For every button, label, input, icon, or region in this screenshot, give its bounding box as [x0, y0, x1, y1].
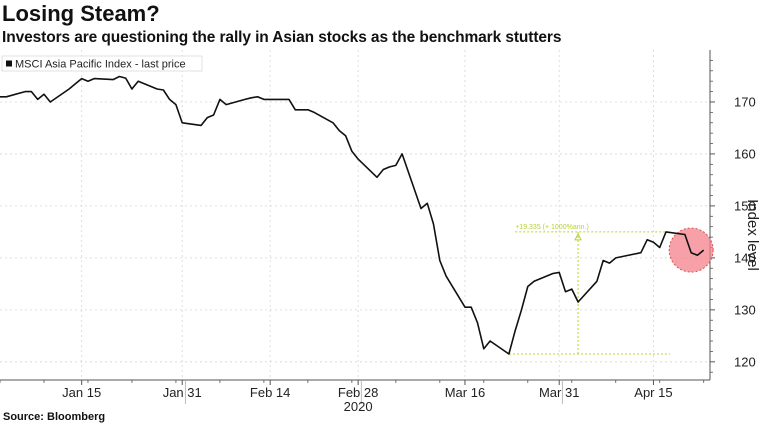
gridlines	[0, 50, 710, 380]
chart-subtitle: Investors are questioning the rally in A…	[2, 29, 562, 46]
y-ticks: 120 130 140 150 160 170	[710, 59, 756, 373]
legend: MSCI Asia Pacific Index - last price	[1, 55, 203, 72]
axes	[0, 50, 711, 381]
chart-title: Losing Steam?	[2, 1, 160, 26]
legend-label: MSCI Asia Pacific Index - last price	[15, 59, 186, 71]
annotation-arrowhead	[574, 232, 582, 241]
x-tick-label: Mar 31	[539, 385, 579, 400]
x-tick-label: Jan 31	[163, 385, 202, 400]
x-tick-label: Mar 16	[445, 385, 485, 400]
y-tick-label: 170	[734, 94, 756, 109]
y-tick-label: 150	[734, 198, 756, 213]
annotation-label: +19.335 (+ 1000%ann.)	[515, 224, 589, 231]
x-tick-label: Feb 28	[338, 385, 378, 400]
y-axis-label: Index level	[744, 199, 760, 271]
source-note: Source: Bloomberg	[3, 411, 106, 423]
legend-swatch	[6, 60, 12, 67]
x-tick-label: Feb 14	[250, 385, 290, 400]
y-tick-label: 160	[734, 146, 756, 161]
x-ticks: Jan 15 Jan 31 Feb 14 Feb 28 Mar 16 Mar 31 Apr …	[0, 380, 705, 404]
series-line-msci-asia-pacific	[0, 75, 705, 355]
legend-box	[1, 55, 203, 72]
annotation: +19.335 (+ 1000%ann.)	[508, 224, 670, 355]
year-label: 2020	[344, 399, 373, 414]
x-tick-label: Jan 15	[62, 385, 101, 400]
y-tick-label: 140	[734, 250, 756, 265]
x-tick-label: Apr 15	[634, 385, 672, 400]
y-tick-label: 120	[734, 354, 756, 369]
highlight-circle	[668, 227, 714, 273]
y-tick-label: 130	[734, 302, 756, 317]
